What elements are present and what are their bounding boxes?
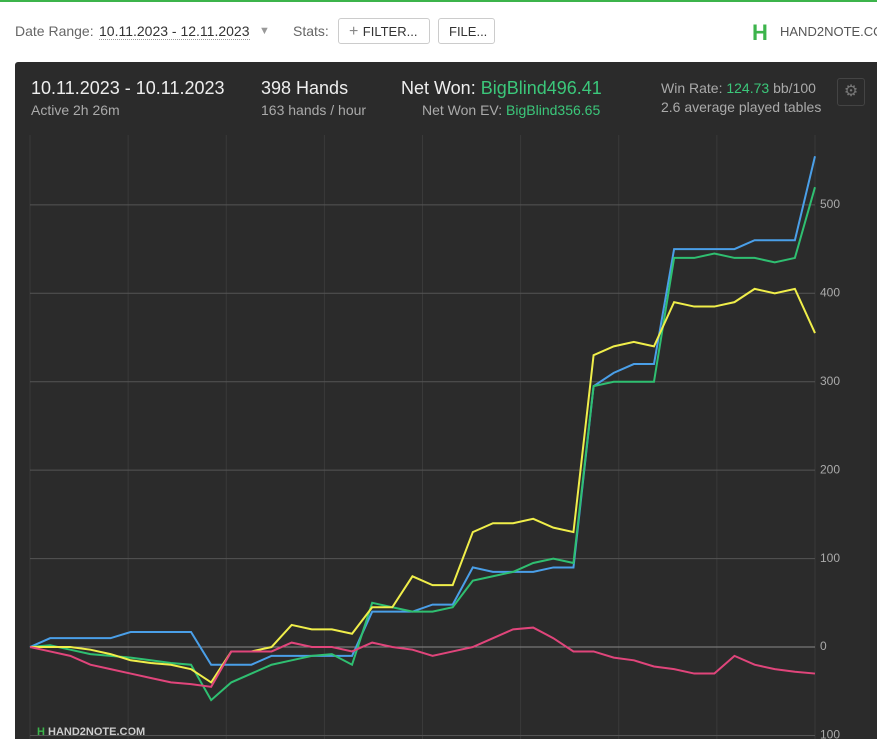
net-won-ev-value: BigBlind356.65 [506,102,601,118]
dropdown-arrow: ▼ [259,25,270,37]
win-rate-unit: bb/100 [773,80,816,96]
y-tick-label: 300 [820,374,840,388]
filter-text: FILTER... [362,24,418,39]
hands-per-hour: 163 hands / hour [261,102,367,118]
filter-button[interactable]: + FILTER... [338,18,430,44]
series-line [30,287,816,684]
win-rate-value: 124.73 [726,80,770,96]
net-won-label: Net Won: [401,78,476,98]
win-rate-label: Win Rate: [661,80,723,96]
y-tick-label: 500 [820,197,840,211]
series-line [29,155,816,666]
net-won-value: BigBlind496.41 [480,78,602,98]
file-button[interactable]: FILE... [438,18,495,44]
y-tick-label: 400 [820,285,840,299]
settings-button[interactable]: ⚙ [837,78,865,106]
series-line [29,626,816,688]
date-range-select[interactable]: 10.11.2023 - 12.11.2023 [99,23,250,40]
logo-text: HAND2NOTE.COM [780,24,877,39]
accent-bar [0,0,877,2]
stats-label: Stats: [293,23,329,39]
stats-panel: 10.11.2023 - 10.11.2023 Active 2h 26m 39… [15,62,877,739]
net-won-ev-label: Net Won EV: [422,102,503,118]
logo-icon: H [752,20,768,45]
hands-count: 398 Hands [261,78,349,98]
series-line [29,186,816,702]
session-dates: 10.11.2023 - 10.11.2023 [31,78,225,98]
toolbar: Date Range: 10.11.2023 - 12.11.2023 ▼ St… [0,2,877,58]
tables-info: 2.6 average played tables [661,99,822,115]
file-text: FILE... [449,24,488,39]
y-tick-label: 100 [820,551,840,565]
y-tick-label: 200 [820,462,840,476]
y-tick-label: 0 [820,639,827,653]
y-tick-label: 100 [820,728,840,739]
date-range-label: Date Range: [15,23,94,39]
active-time: Active 2h 26m [31,102,120,118]
